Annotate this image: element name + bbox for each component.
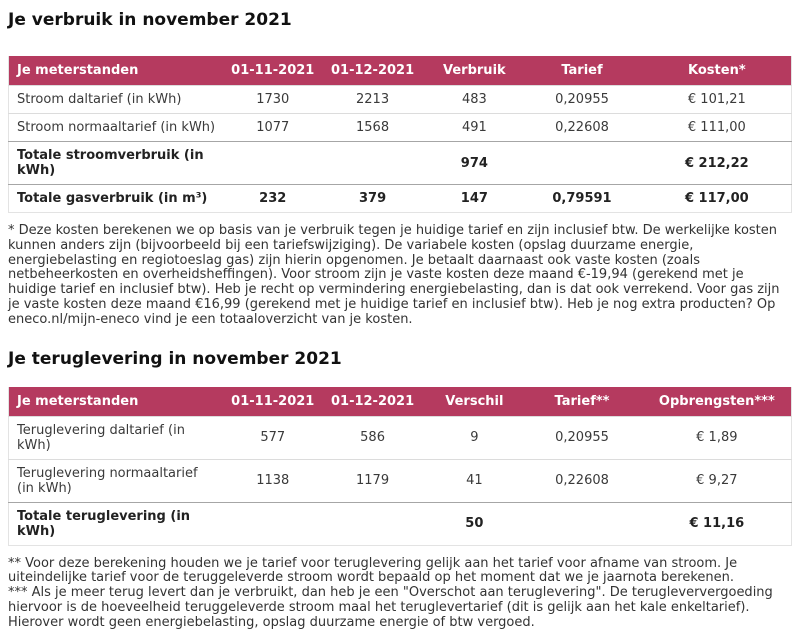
cell-value: 232 [227,184,318,213]
row-label: Teruglevering normaaltarief (in kWh) [8,458,228,503]
cell-value [521,501,643,546]
cell-value: € 1,89 [642,415,792,460]
cell-value: 379 [317,184,428,213]
return-table-header-row: Je meterstanden 01-11-2021 01-12-2021 Ve… [8,386,792,417]
row-label: Stroom daltarief (in kWh) [8,85,228,114]
table-row-teruglevering-normaaltarief: Teruglevering normaaltarief (in kWh) 113… [8,458,792,503]
return-table: Je meterstanden 01-11-2021 01-12-2021 Ve… [8,386,792,546]
cell-value: 50 [427,501,522,546]
cell-value: € 111,00 [642,113,792,142]
cell-value: € 212,22 [642,141,792,185]
table-total-row-stroomverbruik: Totale stroomverbruik (in kWh) 974 € 212… [8,141,792,185]
cell-value: 1138 [227,458,318,503]
return-footnote-surplus: *** Als je meer terug levert dan je verb… [8,585,773,630]
column-header-meterstanden: Je meterstanden [8,56,228,86]
column-header-meterstanden: Je meterstanden [8,386,228,417]
cell-value [227,141,318,185]
cell-value: 0,20955 [521,415,643,460]
usage-table-header-row: Je meterstanden 01-11-2021 01-12-2021 Ve… [8,56,792,86]
column-header-opbrengsten: Opbrengsten*** [642,386,792,417]
column-header-verbruik: Verbruik [427,56,522,86]
usage-table: Je meterstanden 01-11-2021 01-12-2021 Ve… [8,56,792,213]
cell-value [317,501,428,546]
return-footnotes: ** Voor deze berekening houden we je tar… [8,555,792,631]
column-header-date-start: 01-11-2021 [227,56,318,86]
column-header-verschil: Verschil [427,386,522,417]
usage-section-title: Je verbruik in november 2021 [8,10,292,30]
cell-value: 974 [427,141,522,185]
cell-value: 2213 [317,85,428,114]
cell-value [227,501,318,546]
cell-value: 577 [227,415,318,460]
return-section-title: Je teruglevering in november 2021 [8,348,342,369]
cell-value: 483 [427,85,522,114]
row-label: Totale stroomverbruik (in kWh) [8,141,228,185]
cell-value: 1568 [317,113,428,142]
table-total-row-gasverbruik: Totale gasverbruik (in m³) 232 379 147 0… [8,184,792,213]
cell-value: 0,79591 [521,184,643,213]
cell-value: 1730 [227,85,318,114]
cell-value: 41 [427,458,522,503]
return-footnote-tariff: ** Voor deze berekening houden we je tar… [8,555,738,586]
cell-value: 0,22608 [521,113,643,142]
cell-value: 9 [427,415,522,460]
cell-value: € 117,00 [642,184,792,213]
column-header-kosten: Kosten* [642,56,792,86]
table-row-stroom-normaaltarief: Stroom normaaltarief (in kWh) 1077 1568 … [8,113,792,142]
cell-value: € 11,16 [642,501,792,546]
cell-value: 1179 [317,458,428,503]
cell-value: 0,20955 [521,85,643,114]
column-header-tarief: Tarief [521,56,643,86]
table-row-teruglevering-daltarief: Teruglevering daltarief (in kWh) 577 586… [8,415,792,460]
cell-value: 147 [427,184,522,213]
column-header-date-end: 01-12-2021 [317,386,428,417]
cell-value: € 9,27 [642,458,792,503]
cell-value [317,141,428,185]
column-header-date-end: 01-12-2021 [317,56,428,86]
cell-value: 1077 [227,113,318,142]
cell-value: € 101,21 [642,85,792,114]
row-label: Teruglevering daltarief (in kWh) [8,415,228,460]
cell-value: 0,22608 [521,458,643,503]
usage-footnote-text: * Deze kosten berekenen we op basis van … [8,223,780,327]
usage-footnote: * Deze kosten berekenen we op basis van … [8,223,792,328]
row-label: Totale teruglevering (in kWh) [8,501,228,546]
column-header-date-start: 01-11-2021 [227,386,318,417]
row-label: Totale gasverbruik (in m³) [8,184,228,213]
row-label: Stroom normaaltarief (in kWh) [8,113,228,142]
cell-value: 491 [427,113,522,142]
column-header-tarief: Tarief** [521,386,643,417]
table-row-stroom-daltarief: Stroom daltarief (in kWh) 1730 2213 483 … [8,85,792,114]
cell-value [521,141,643,185]
cell-value: 586 [317,415,428,460]
table-total-row-teruglevering: Totale teruglevering (in kWh) 50 € 11,16 [8,501,792,546]
